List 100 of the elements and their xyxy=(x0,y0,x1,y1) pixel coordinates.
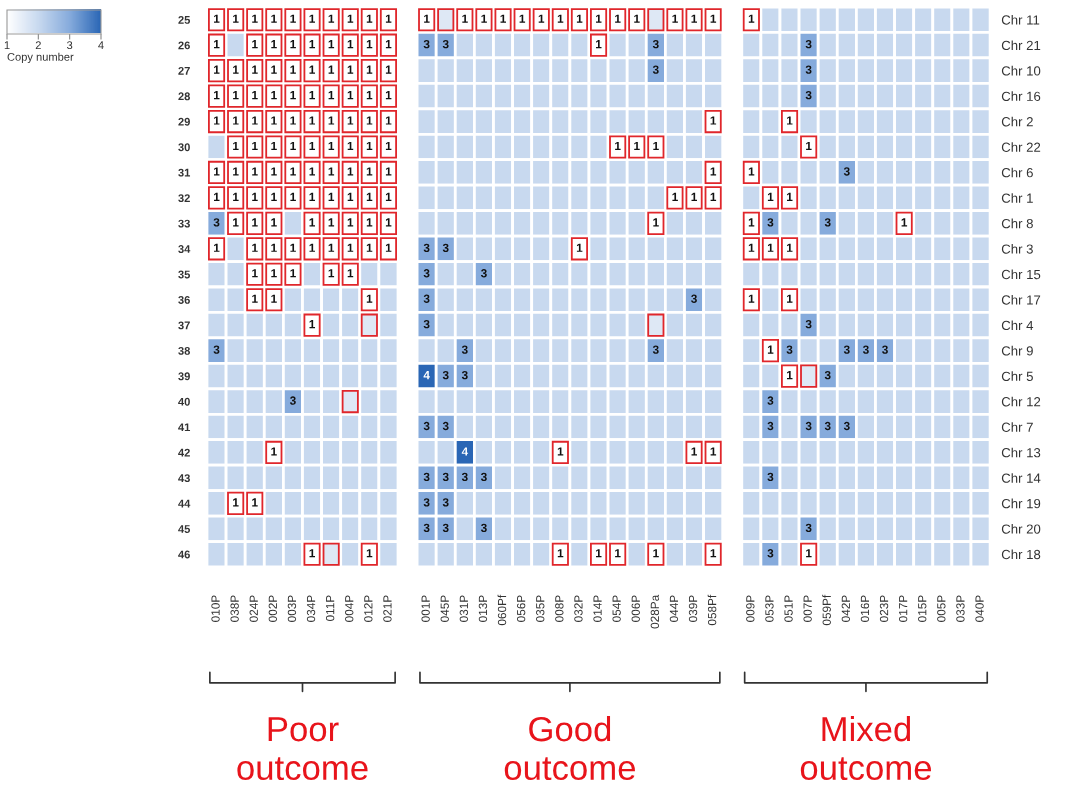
y2-tick-label: Chr 10 xyxy=(1001,65,1041,76)
y2-tick-label: Chr 12 xyxy=(1001,396,1041,407)
data-label: 1 xyxy=(385,167,392,176)
data-label: 1 xyxy=(214,40,220,49)
x-tick-label: 008P xyxy=(555,595,564,622)
data-label: 1 xyxy=(328,167,335,176)
data-label: 1 xyxy=(290,269,296,278)
x-tick-label: 005P xyxy=(937,595,946,622)
data-label: 3 xyxy=(423,523,430,532)
data-label: 1 xyxy=(672,192,678,201)
data-label: 1 xyxy=(672,14,678,23)
y2-tick-label: Chr 11 xyxy=(1001,14,1040,25)
data-label: 3 xyxy=(805,65,812,74)
color-bar-label: 2 xyxy=(35,41,41,49)
x-tick-label: 053P xyxy=(765,595,774,622)
x-tick-label: 058Pf xyxy=(707,594,717,626)
data-label: 1 xyxy=(385,65,392,74)
data-label: 3 xyxy=(805,39,812,49)
data-label: 1 xyxy=(691,192,697,201)
data-label: 1 xyxy=(634,14,640,23)
y-tick-label: 33 xyxy=(178,219,190,228)
data-label: 1 xyxy=(252,243,258,252)
text: Mixed outcome xyxy=(800,715,931,781)
color-bar-label: 4 xyxy=(98,41,104,49)
data-label: 1 xyxy=(252,167,258,176)
data-label: 1 xyxy=(309,40,315,49)
y-tick-label: 26 xyxy=(178,41,190,50)
x-tick-label: 039P xyxy=(688,595,698,622)
y-tick-label: 35 xyxy=(178,270,191,279)
data-label: 1 xyxy=(271,167,277,176)
data-label: 1 xyxy=(615,549,621,558)
x-tick-label: 040P xyxy=(975,595,984,622)
data-label: 1 xyxy=(424,14,430,23)
data-label: 1 xyxy=(557,549,564,558)
data-label: 1 xyxy=(309,549,315,558)
data-label: 1 xyxy=(290,40,296,49)
data-label: 1 xyxy=(347,141,354,151)
data-label: 1 xyxy=(328,40,335,49)
data-label: 3 xyxy=(652,345,659,354)
data-label: 3 xyxy=(843,167,850,176)
x-tick-label: 012P xyxy=(364,595,373,622)
data-label: 1 xyxy=(366,167,373,176)
y2-tick-label: Chr 16 xyxy=(1001,91,1041,101)
data-label: 1 xyxy=(328,243,335,252)
data-label: 1 xyxy=(787,243,793,252)
data-label: 3 xyxy=(767,218,774,227)
data-label: 1 xyxy=(366,141,373,151)
data-label: 1 xyxy=(557,14,564,23)
x-tick-label: 059Pf xyxy=(822,594,831,626)
data-label: 1 xyxy=(271,116,277,125)
data-label: 1 xyxy=(748,294,755,303)
data-label: 3 xyxy=(442,523,449,532)
data-label: 1 xyxy=(271,294,277,303)
data-label: 1 xyxy=(214,65,220,74)
data-label: 1 xyxy=(214,116,220,125)
data-label: 1 xyxy=(214,167,220,176)
data-label: 3 xyxy=(442,498,449,507)
data-label: 1 xyxy=(233,498,239,507)
data-label: 3 xyxy=(824,421,831,431)
y2-tick-label: Chr 20 xyxy=(1001,524,1041,534)
data-label: 1 xyxy=(271,218,277,227)
data-label: 1 xyxy=(290,65,296,74)
data-label: 1 xyxy=(309,116,315,125)
data-label: 1 xyxy=(576,14,583,23)
color-bar-label: 3 xyxy=(67,41,73,50)
data-label: 3 xyxy=(767,472,774,482)
data-label: 1 xyxy=(252,498,258,507)
text: Poor outcome xyxy=(237,717,368,781)
data-label: 1 xyxy=(290,116,296,125)
y2-tick-label: Chr 4 xyxy=(1001,320,1034,331)
data-label: 1 xyxy=(634,141,640,151)
y2-tick-label: Chr 8 xyxy=(1001,218,1033,229)
y-tick-label: 43 xyxy=(178,474,190,483)
data-label: 3 xyxy=(423,39,430,49)
data-label: 1 xyxy=(309,218,315,227)
data-label: 1 xyxy=(328,269,335,278)
data-label: 1 xyxy=(309,65,315,74)
data-label: 1 xyxy=(366,116,373,125)
data-label: 3 xyxy=(442,370,449,380)
y2-tick-label: Chr 1 xyxy=(1001,193,1033,203)
y-tick-label: 36 xyxy=(178,295,190,304)
y-tick-label: 41 xyxy=(178,423,191,432)
x-tick-label: 013P xyxy=(478,595,488,622)
data-label: 3 xyxy=(843,421,850,431)
data-label: 1 xyxy=(309,243,315,252)
x-tick-label: 060Pf xyxy=(497,594,507,626)
y2-tick-label: Chr 5 xyxy=(1001,371,1033,381)
x-tick-label: 015P xyxy=(918,595,927,622)
data-label: 1 xyxy=(557,447,564,456)
y2-tick-label: Chr 6 xyxy=(1001,167,1033,178)
data-label: 1 xyxy=(290,91,296,100)
y-tick-label: 40 xyxy=(178,397,190,406)
data-label: 3 xyxy=(461,472,468,482)
y2-tick-label: Chr 18 xyxy=(1001,549,1041,560)
data-label: 1 xyxy=(347,192,354,201)
data-label: 1 xyxy=(271,269,277,278)
x-tick-label: 035P xyxy=(536,595,545,622)
x-tick-label: 044P xyxy=(669,595,679,622)
data-label: 1 xyxy=(271,141,277,151)
y2-tick-label: Chr 2 xyxy=(1001,116,1033,127)
